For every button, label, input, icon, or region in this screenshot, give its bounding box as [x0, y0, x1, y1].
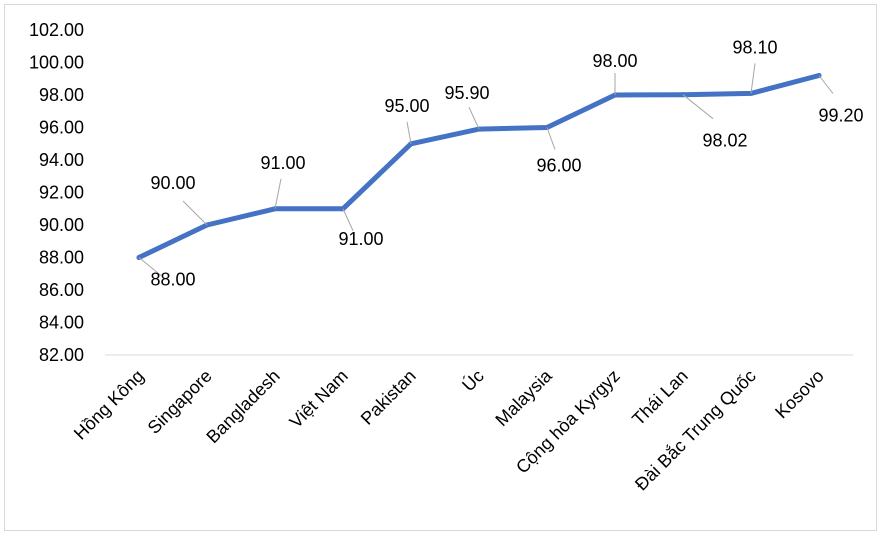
y-tick-label: 82.00	[39, 345, 84, 365]
x-category-label: Singapore	[144, 366, 216, 438]
y-tick-label: 92.00	[39, 183, 84, 203]
data-label: 91.00	[260, 153, 305, 173]
y-tick-label: 88.00	[39, 248, 84, 268]
data-label-leader	[182, 200, 208, 226]
y-tick-label: 102.00	[29, 20, 84, 40]
data-label-leader	[682, 94, 714, 120]
data-label: 96.00	[536, 156, 581, 176]
x-category-label: Thái Lan	[628, 366, 692, 430]
x-category-label: Kosovo	[771, 366, 828, 423]
data-label-leader	[138, 257, 162, 276]
y-axis: 82.00 84.00 86.00 88.00 90.00 92.00 94.00 96.00…	[29, 20, 84, 365]
y-tick-label: 86.00	[39, 280, 84, 300]
y-tick-label: 96.00	[39, 118, 84, 138]
x-category-label: Pakistan	[357, 366, 420, 429]
data-label-leader	[342, 208, 354, 231]
y-tick-label: 98.00	[39, 85, 84, 105]
data-label: 98.02	[702, 131, 747, 151]
x-category-label: Đài Bắc Trung Quốc	[630, 365, 759, 494]
x-category-label: Bangladesh	[202, 366, 283, 447]
x-category-label: Úc	[457, 365, 487, 395]
data-label-leader	[750, 63, 756, 94]
y-tick-label: 84.00	[39, 313, 84, 333]
x-category-label: Hồng Kông	[70, 366, 148, 444]
data-label-leader	[818, 75, 834, 94]
data-label-leader	[274, 178, 282, 209]
data-label-leader	[468, 106, 480, 130]
y-tick-label: 94.00	[39, 150, 84, 170]
data-label: 98.00	[592, 51, 637, 71]
data-label: 91.00	[338, 229, 383, 249]
y-tick-label: 100.00	[29, 53, 84, 73]
data-label-leader	[406, 121, 412, 144]
data-label: 95.00	[384, 96, 429, 116]
x-category-label: Malaysia	[491, 365, 556, 430]
data-label: 95.90	[444, 83, 489, 103]
data-labels: 88.00 90.00 91.00 91.00 95.00 95.90 96.00 98.00…	[138, 37, 864, 290]
data-label: 88.00	[150, 270, 195, 290]
data-label-leader	[546, 127, 556, 150]
data-label: 99.20	[818, 106, 863, 126]
y-tick-label: 90.00	[39, 215, 84, 235]
data-label: 98.10	[732, 37, 777, 57]
x-category-label: Việt Nam	[286, 366, 352, 432]
data-label: 90.00	[150, 173, 195, 193]
